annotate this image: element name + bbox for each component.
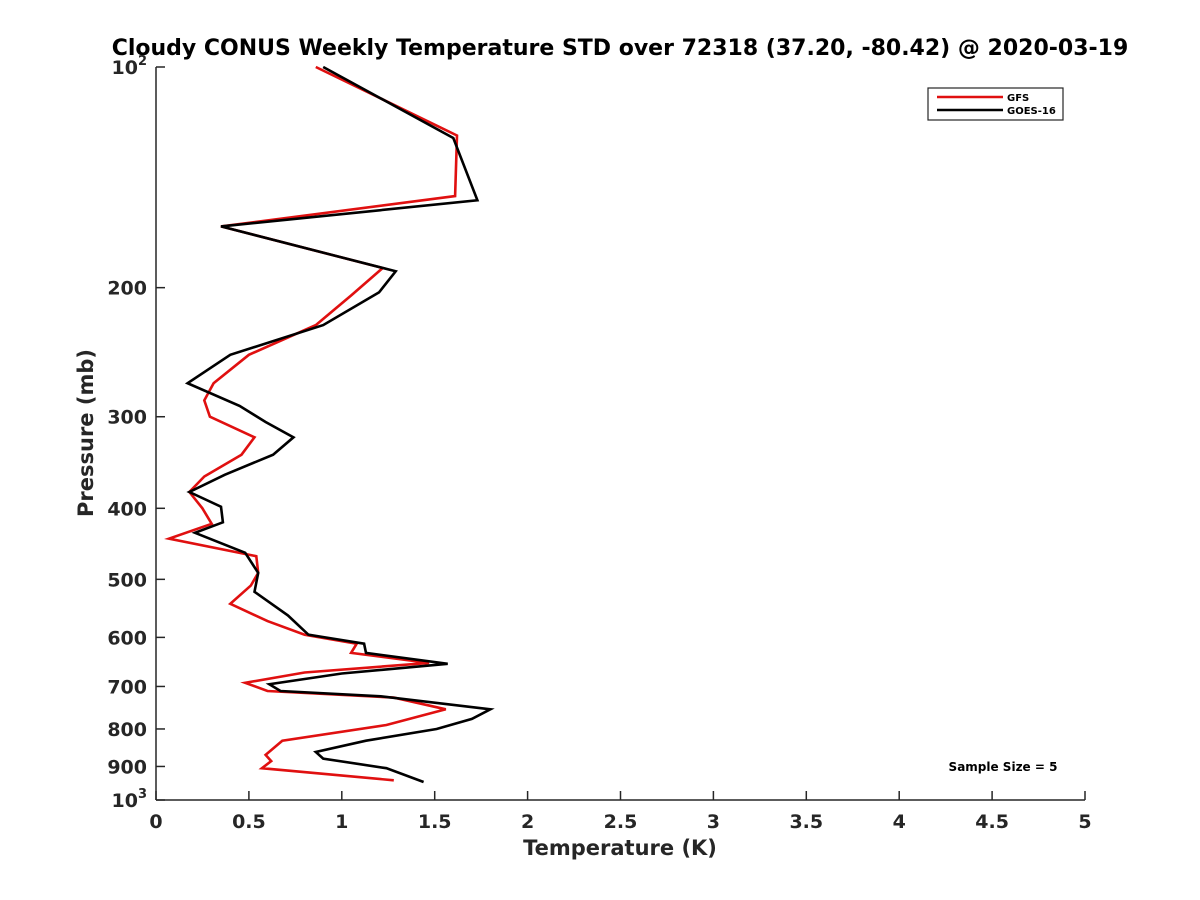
legend: GFS GOES-16 — [927, 87, 1064, 121]
x-axis-label: Temperature (K) — [523, 836, 717, 860]
series-line-gfs — [164, 65, 459, 782]
series-layer — [164, 65, 495, 784]
y-tick-label: 500 — [107, 569, 147, 591]
sample-size-annotation: Sample Size = 5 — [949, 760, 1058, 774]
y-tick-label: 300 — [107, 407, 147, 429]
x-tick-label: 4.5 — [975, 811, 1009, 833]
x-tick-label: 1.5 — [418, 811, 452, 833]
plot-area: 0 0.5 1 1.5 2 2.5 3 3.5 4 4.5 5 102 200 300 400 500 600… — [107, 54, 1091, 833]
y-tick-label: 900 — [107, 756, 147, 778]
series-line-goes16 — [184, 65, 495, 784]
x-tick-label: 3 — [707, 811, 720, 833]
legend-box — [927, 87, 1064, 121]
x-tick-label: 1 — [335, 811, 348, 833]
y-tick-label: 400 — [107, 498, 147, 520]
y-tick-label: 600 — [107, 627, 147, 649]
x-tick-label: 0 — [149, 811, 162, 833]
legend-label-goes16: GOES-16 — [1007, 106, 1056, 117]
y-tick-label: 102 — [112, 54, 148, 79]
y-tick-label: 103 — [112, 787, 148, 812]
y-tick-label: 700 — [107, 676, 147, 698]
chart-title: Cloudy CONUS Weekly Temperature STD over… — [112, 36, 1129, 61]
x-tick-label: 4 — [893, 811, 906, 833]
x-tick-label: 2.5 — [604, 811, 638, 833]
y-axis-label: Pressure (mb) — [74, 349, 98, 517]
y-tick-label: 800 — [107, 719, 147, 741]
x-tick-label: 2 — [521, 811, 534, 833]
x-axis-ticks: 0 0.5 1 1.5 2 2.5 3 3.5 4 4.5 5 — [149, 791, 1092, 833]
y-tick-label: 200 — [107, 278, 147, 300]
legend-label-gfs: GFS — [1007, 93, 1029, 104]
x-tick-label: 3.5 — [789, 811, 823, 833]
x-tick-label: 5 — [1078, 811, 1091, 833]
y-axis-ticks: 102 200 300 400 500 600 700 800 900 103 — [107, 54, 165, 812]
x-tick-label: 0.5 — [232, 811, 266, 833]
